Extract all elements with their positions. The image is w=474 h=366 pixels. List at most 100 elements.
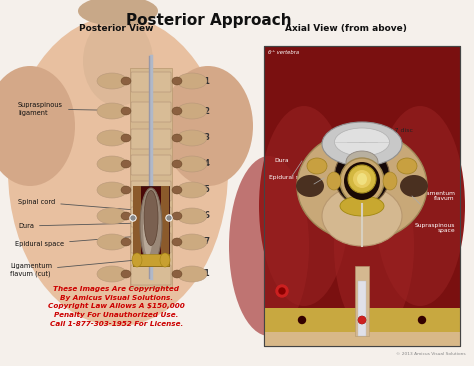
Ellipse shape xyxy=(0,66,75,186)
Text: Herniation: Herniation xyxy=(362,156,403,162)
Ellipse shape xyxy=(259,106,349,306)
Text: Spinal cord: Spinal cord xyxy=(18,199,145,211)
Ellipse shape xyxy=(121,134,131,142)
FancyBboxPatch shape xyxy=(131,207,171,227)
Ellipse shape xyxy=(353,170,371,188)
Text: Dura: Dura xyxy=(274,158,289,164)
Ellipse shape xyxy=(172,270,182,278)
Ellipse shape xyxy=(78,0,158,26)
Text: Supraspinous
space: Supraspinous space xyxy=(415,223,455,234)
Ellipse shape xyxy=(172,238,182,246)
Ellipse shape xyxy=(335,128,390,156)
Ellipse shape xyxy=(322,122,402,166)
Text: Axial View (from above): Axial View (from above) xyxy=(285,24,407,33)
Ellipse shape xyxy=(143,196,153,256)
Circle shape xyxy=(130,215,136,221)
Ellipse shape xyxy=(383,172,397,190)
Circle shape xyxy=(167,216,171,220)
Bar xyxy=(161,186,169,266)
Bar xyxy=(130,68,172,288)
Ellipse shape xyxy=(121,186,131,194)
Circle shape xyxy=(358,317,365,324)
Ellipse shape xyxy=(172,134,182,142)
Ellipse shape xyxy=(177,103,207,119)
Ellipse shape xyxy=(177,208,207,224)
FancyBboxPatch shape xyxy=(131,72,171,92)
Ellipse shape xyxy=(8,16,228,326)
Ellipse shape xyxy=(340,158,384,204)
Bar xyxy=(264,332,460,346)
Bar xyxy=(264,46,460,346)
Ellipse shape xyxy=(121,270,131,278)
Ellipse shape xyxy=(172,107,182,115)
Ellipse shape xyxy=(121,238,131,246)
Ellipse shape xyxy=(140,188,162,264)
Text: Ligamentum
flavum: Ligamentum flavum xyxy=(417,191,455,201)
Ellipse shape xyxy=(144,190,158,246)
Text: © 2013 Amicus Visual Solutions: © 2013 Amicus Visual Solutions xyxy=(396,352,466,356)
Ellipse shape xyxy=(97,266,127,282)
Ellipse shape xyxy=(400,175,428,197)
Circle shape xyxy=(419,317,426,324)
Ellipse shape xyxy=(346,151,378,173)
Ellipse shape xyxy=(97,156,127,172)
Ellipse shape xyxy=(322,186,402,246)
Text: Epidural space: Epidural space xyxy=(269,176,313,180)
Text: C1: C1 xyxy=(200,76,211,86)
FancyBboxPatch shape xyxy=(131,181,171,201)
Circle shape xyxy=(358,317,365,324)
FancyBboxPatch shape xyxy=(131,233,171,253)
Ellipse shape xyxy=(97,208,127,224)
Ellipse shape xyxy=(177,234,207,250)
Ellipse shape xyxy=(121,77,131,85)
Bar xyxy=(133,186,141,266)
Ellipse shape xyxy=(344,162,380,200)
Text: 6ᵗʰ vertebra: 6ᵗʰ vertebra xyxy=(268,50,299,55)
Circle shape xyxy=(279,288,285,294)
Ellipse shape xyxy=(307,158,327,174)
Circle shape xyxy=(299,317,306,324)
Text: Dura: Dura xyxy=(18,223,140,229)
Text: C3: C3 xyxy=(200,134,211,142)
Text: Supraspinous
ligament: Supraspinous ligament xyxy=(18,102,148,116)
Ellipse shape xyxy=(177,156,207,172)
Ellipse shape xyxy=(375,106,465,306)
Ellipse shape xyxy=(340,196,384,216)
Bar xyxy=(133,254,169,266)
Text: Spinal
cord: Spinal cord xyxy=(347,171,366,182)
Ellipse shape xyxy=(397,158,417,174)
Ellipse shape xyxy=(97,182,127,198)
Text: C6-7 disc: C6-7 disc xyxy=(370,128,413,139)
Text: Epidural space: Epidural space xyxy=(15,236,138,247)
Ellipse shape xyxy=(121,107,131,115)
Ellipse shape xyxy=(172,186,182,194)
Ellipse shape xyxy=(334,156,414,336)
FancyBboxPatch shape xyxy=(131,102,171,122)
Ellipse shape xyxy=(121,160,131,168)
Ellipse shape xyxy=(327,172,341,190)
FancyBboxPatch shape xyxy=(131,155,171,175)
Ellipse shape xyxy=(177,73,207,89)
Bar xyxy=(264,46,460,346)
Text: Fat: Fat xyxy=(357,314,366,320)
Text: Skin: Skin xyxy=(356,333,368,339)
Text: Ligamentum
flavum (cut): Ligamentum flavum (cut) xyxy=(10,260,134,277)
Bar xyxy=(358,281,366,336)
Text: C5: C5 xyxy=(200,186,211,194)
Text: C4: C4 xyxy=(200,160,211,168)
Ellipse shape xyxy=(297,131,427,241)
Bar xyxy=(133,186,169,266)
Ellipse shape xyxy=(177,130,207,146)
Ellipse shape xyxy=(97,103,127,119)
Ellipse shape xyxy=(83,16,153,106)
Text: T1: T1 xyxy=(200,269,210,279)
Text: These Images Are Copyrighted
By Amicus Visual Solutions.
Copyright Law Allows A : These Images Are Copyrighted By Amicus V… xyxy=(48,286,184,326)
Ellipse shape xyxy=(163,66,253,186)
Ellipse shape xyxy=(121,212,131,220)
Ellipse shape xyxy=(172,160,182,168)
Ellipse shape xyxy=(177,266,207,282)
Ellipse shape xyxy=(357,173,367,185)
FancyBboxPatch shape xyxy=(131,265,171,285)
Circle shape xyxy=(131,216,135,220)
Ellipse shape xyxy=(97,130,127,146)
